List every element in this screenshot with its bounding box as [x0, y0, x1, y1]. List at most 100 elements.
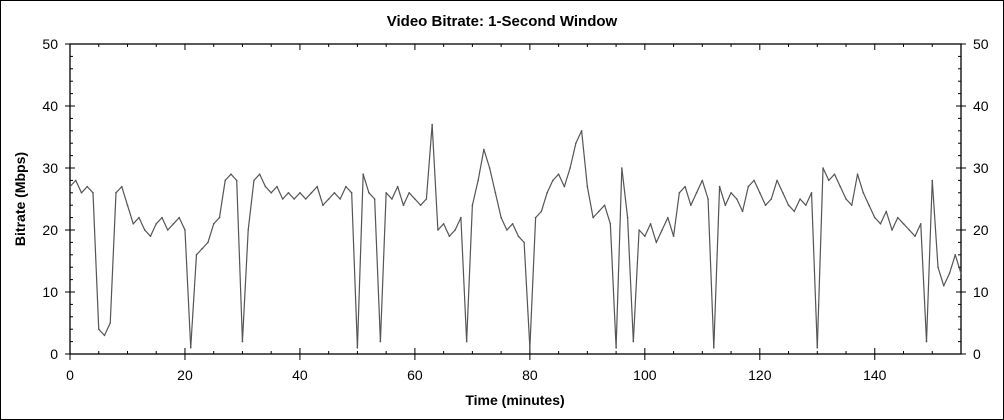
- y-tick-label-right: 40: [973, 98, 989, 114]
- bitrate-point: [143, 229, 146, 231]
- bitrate-point: [937, 266, 939, 269]
- bitrate-point: [960, 272, 962, 275]
- bitrate-point: [873, 216, 876, 219]
- bitrate-segment: [333, 192, 341, 200]
- bitrate-point: [931, 179, 934, 182]
- bitrate-segment: [897, 217, 904, 225]
- x-tick-label: 80: [522, 367, 538, 383]
- plot-area: [69, 123, 962, 349]
- bitrate-segment: [920, 223, 928, 342]
- bitrate-segment: [109, 192, 117, 324]
- bitrate-point: [638, 229, 640, 231]
- bitrate-segment: [713, 186, 721, 348]
- bitrate-point: [86, 185, 89, 188]
- bitrate-point: [782, 192, 784, 194]
- bitrate-segment: [241, 229, 249, 342]
- bitrate-point: [218, 216, 221, 219]
- bitrate-segment: [552, 173, 560, 181]
- bitrate-segment: [954, 254, 962, 274]
- bitrate-point: [368, 192, 370, 194]
- bitrate-point: [707, 198, 709, 200]
- y-axis-label: Bitrate (Mbps): [12, 152, 28, 246]
- bitrate-point: [517, 235, 520, 237]
- bitrate-segment: [253, 173, 261, 181]
- bitrate-point: [132, 223, 135, 225]
- bitrate-point: [586, 185, 589, 188]
- bitrate-segment: [299, 192, 307, 200]
- bitrate-segment: [759, 192, 767, 206]
- bitrate-point: [109, 322, 112, 324]
- plot-border: [69, 43, 962, 355]
- bitrate-point: [839, 185, 842, 188]
- bitrate-segment: [218, 180, 226, 218]
- bitrate-segment: [839, 186, 847, 200]
- y-tick-label-right: 20: [973, 222, 989, 238]
- bitrate-point: [161, 216, 163, 219]
- bitrate-point: [258, 173, 261, 175]
- bitrate-segment: [414, 198, 422, 206]
- bitrate-point: [615, 347, 617, 349]
- bitrate-point: [230, 173, 232, 175]
- bitrate-point: [92, 192, 94, 194]
- bitrate-segment: [443, 223, 450, 237]
- bitrate-segment: [799, 198, 807, 206]
- bitrate-point: [402, 204, 405, 206]
- bitrate-point: [155, 223, 158, 225]
- bitrate-segment: [448, 229, 456, 237]
- bitrate-point: [695, 192, 698, 194]
- bitrate-segment: [788, 204, 795, 212]
- bitrate-segment: [190, 254, 198, 348]
- x-axis-label: Time (minutes): [465, 392, 564, 408]
- bitrate-segment: [736, 198, 744, 212]
- bitrate-point: [603, 204, 606, 206]
- bitrate-segment: [833, 173, 841, 187]
- bitrate-segment: [402, 192, 410, 206]
- bitrate-segment: [494, 192, 502, 218]
- bitrate-segment: [914, 223, 922, 237]
- bitrate-segment: [477, 149, 485, 181]
- bitrate-point: [362, 173, 364, 175]
- bitrate-segment: [167, 223, 174, 231]
- bitrate-point: [115, 192, 117, 194]
- bitrate-point: [741, 210, 744, 213]
- bitrate-segment: [678, 186, 686, 194]
- bitrate-segment: [115, 186, 123, 194]
- bitrate-point: [557, 173, 560, 175]
- bitrate-point: [74, 179, 77, 182]
- bitrate-point: [879, 223, 882, 225]
- bitrate-point: [621, 167, 623, 169]
- bitrate-segment: [684, 186, 692, 206]
- bitrate-point: [350, 192, 353, 194]
- bitrate-point: [684, 185, 686, 188]
- bitrate-point: [948, 272, 951, 275]
- bitrate-segment: [730, 192, 738, 200]
- bitrate-segment: [908, 229, 916, 237]
- bitrate-segment: [816, 167, 824, 348]
- chart-title: Video Bitrate: 1-Second Window: [387, 13, 618, 30]
- bitrate-segment: [276, 186, 284, 200]
- bitrate-segment: [310, 186, 318, 194]
- bitrate-point: [902, 223, 905, 225]
- bitrate-segment: [385, 192, 393, 200]
- bitrate-segment: [517, 235, 525, 243]
- bitrate-point: [511, 223, 514, 225]
- bitrate-segment: [609, 223, 617, 348]
- bitrate-segment: [696, 180, 703, 194]
- bitrate-segment: [862, 192, 870, 206]
- bitrate-segment: [282, 192, 289, 200]
- bitrate-point: [333, 192, 336, 194]
- bitrate-point: [822, 167, 824, 169]
- bitrate-segment: [805, 192, 813, 206]
- bitrate-point: [540, 210, 543, 213]
- y-tick-label-right: 0: [973, 346, 981, 362]
- bitrate-point: [580, 130, 583, 132]
- bitrate-point: [483, 148, 485, 151]
- bitrate-segment: [661, 217, 669, 231]
- bitrate-point: [494, 192, 497, 194]
- bitrate-segment: [851, 174, 859, 206]
- bitrate-point: [195, 254, 198, 256]
- bitrate-point: [925, 340, 928, 343]
- bitrate-segment: [667, 217, 675, 237]
- bitrate-point: [247, 229, 249, 231]
